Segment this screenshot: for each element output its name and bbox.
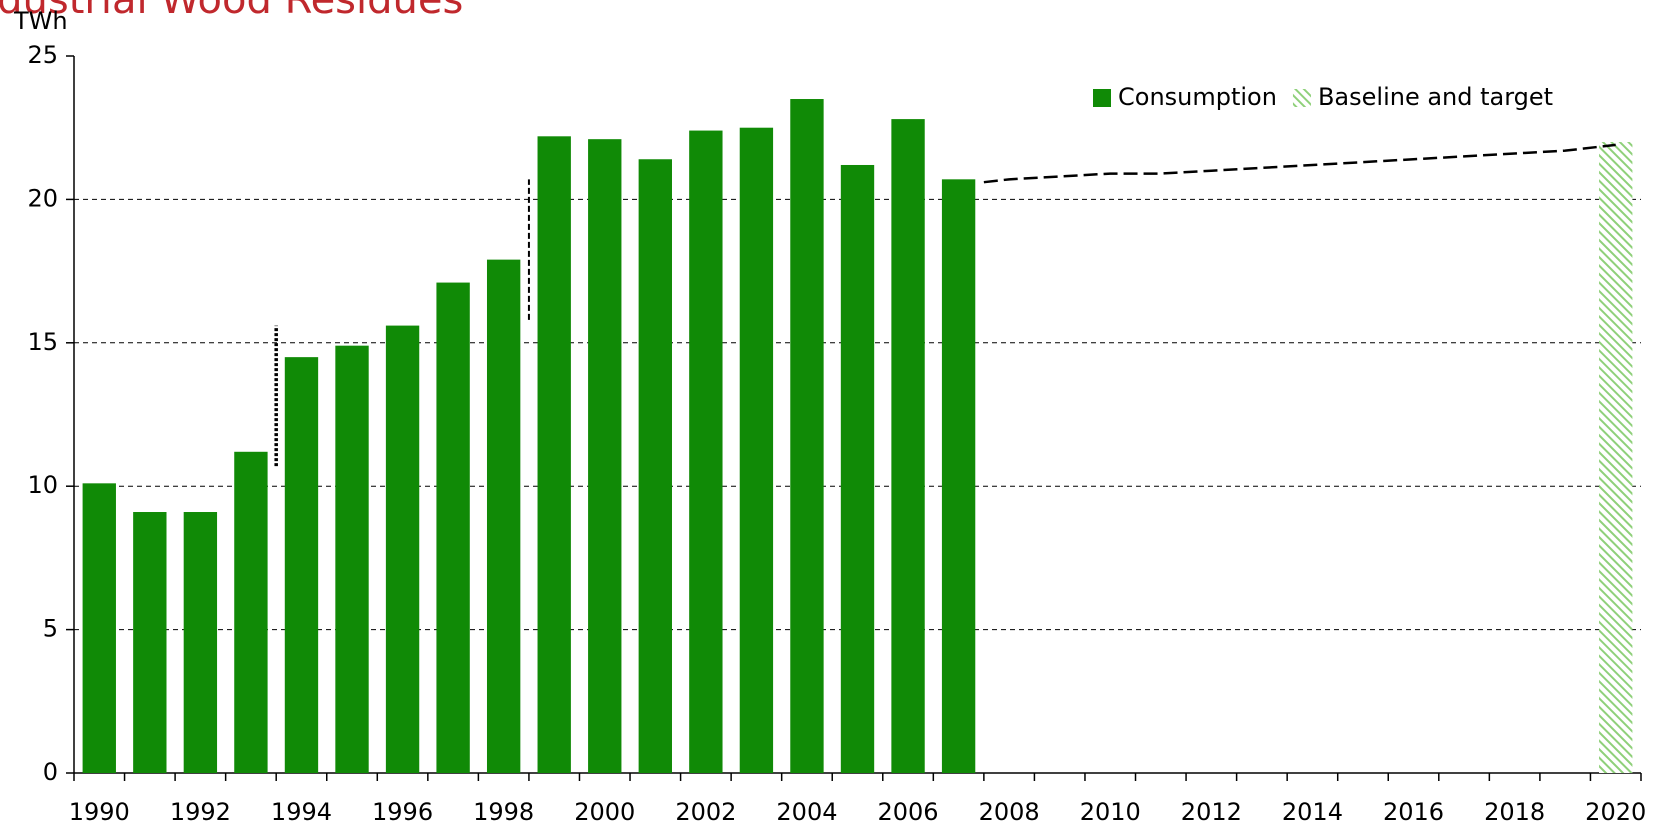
bar (689, 130, 723, 773)
bar (790, 99, 824, 773)
x-tick-label: 2002 (675, 798, 736, 826)
bar (739, 127, 774, 773)
bar (183, 512, 218, 773)
bar (133, 512, 167, 773)
bar (1599, 142, 1633, 774)
x-tick-label: 2014 (1282, 798, 1343, 826)
x-tick-label: 2000 (574, 798, 635, 826)
x-tick-label: 2018 (1484, 798, 1545, 826)
bar (537, 136, 571, 773)
x-tick-label: 2010 (1080, 798, 1141, 826)
bar (588, 139, 622, 773)
x-tick-label: 2020 (1585, 798, 1646, 826)
bar (82, 483, 116, 773)
y-tick-label: 25 (27, 41, 58, 69)
y-tick-label: 10 (27, 471, 58, 499)
legend-label: Baseline and target (1318, 83, 1553, 111)
y-tick-label: 0 (43, 758, 58, 786)
y-axis-label: TWh (13, 7, 68, 35)
x-tick-label: 1992 (170, 798, 231, 826)
y-tick-label: 15 (27, 328, 58, 356)
legend-swatch (1292, 89, 1311, 107)
bar (385, 325, 420, 773)
bar (638, 159, 672, 774)
legend-swatch (1093, 89, 1111, 107)
x-tick-label: 1990 (69, 798, 130, 826)
bar (335, 345, 369, 773)
x-tick-label: 2008 (979, 798, 1040, 826)
bar (284, 357, 319, 773)
bar (234, 451, 268, 773)
x-tick-label: 1998 (473, 798, 534, 826)
x-tick-label: 1994 (271, 798, 332, 826)
bar (840, 164, 875, 773)
trajectory-line (983, 143, 1616, 184)
legend-label: Consumption (1118, 83, 1277, 111)
x-tick-label: 2016 (1383, 798, 1444, 826)
y-tick-label: 5 (43, 615, 58, 643)
x-tick-label: 2006 (878, 798, 939, 826)
bar (891, 119, 925, 773)
x-tick-label: 1996 (372, 798, 433, 826)
y-tick-label: 20 (27, 184, 58, 212)
chart-title: Industrial Wood Residues (0, 0, 463, 23)
x-tick-label: 2012 (1181, 798, 1242, 826)
bar (941, 179, 976, 774)
bar (436, 282, 470, 773)
bar (486, 259, 521, 773)
x-tick-label: 2004 (776, 798, 837, 826)
